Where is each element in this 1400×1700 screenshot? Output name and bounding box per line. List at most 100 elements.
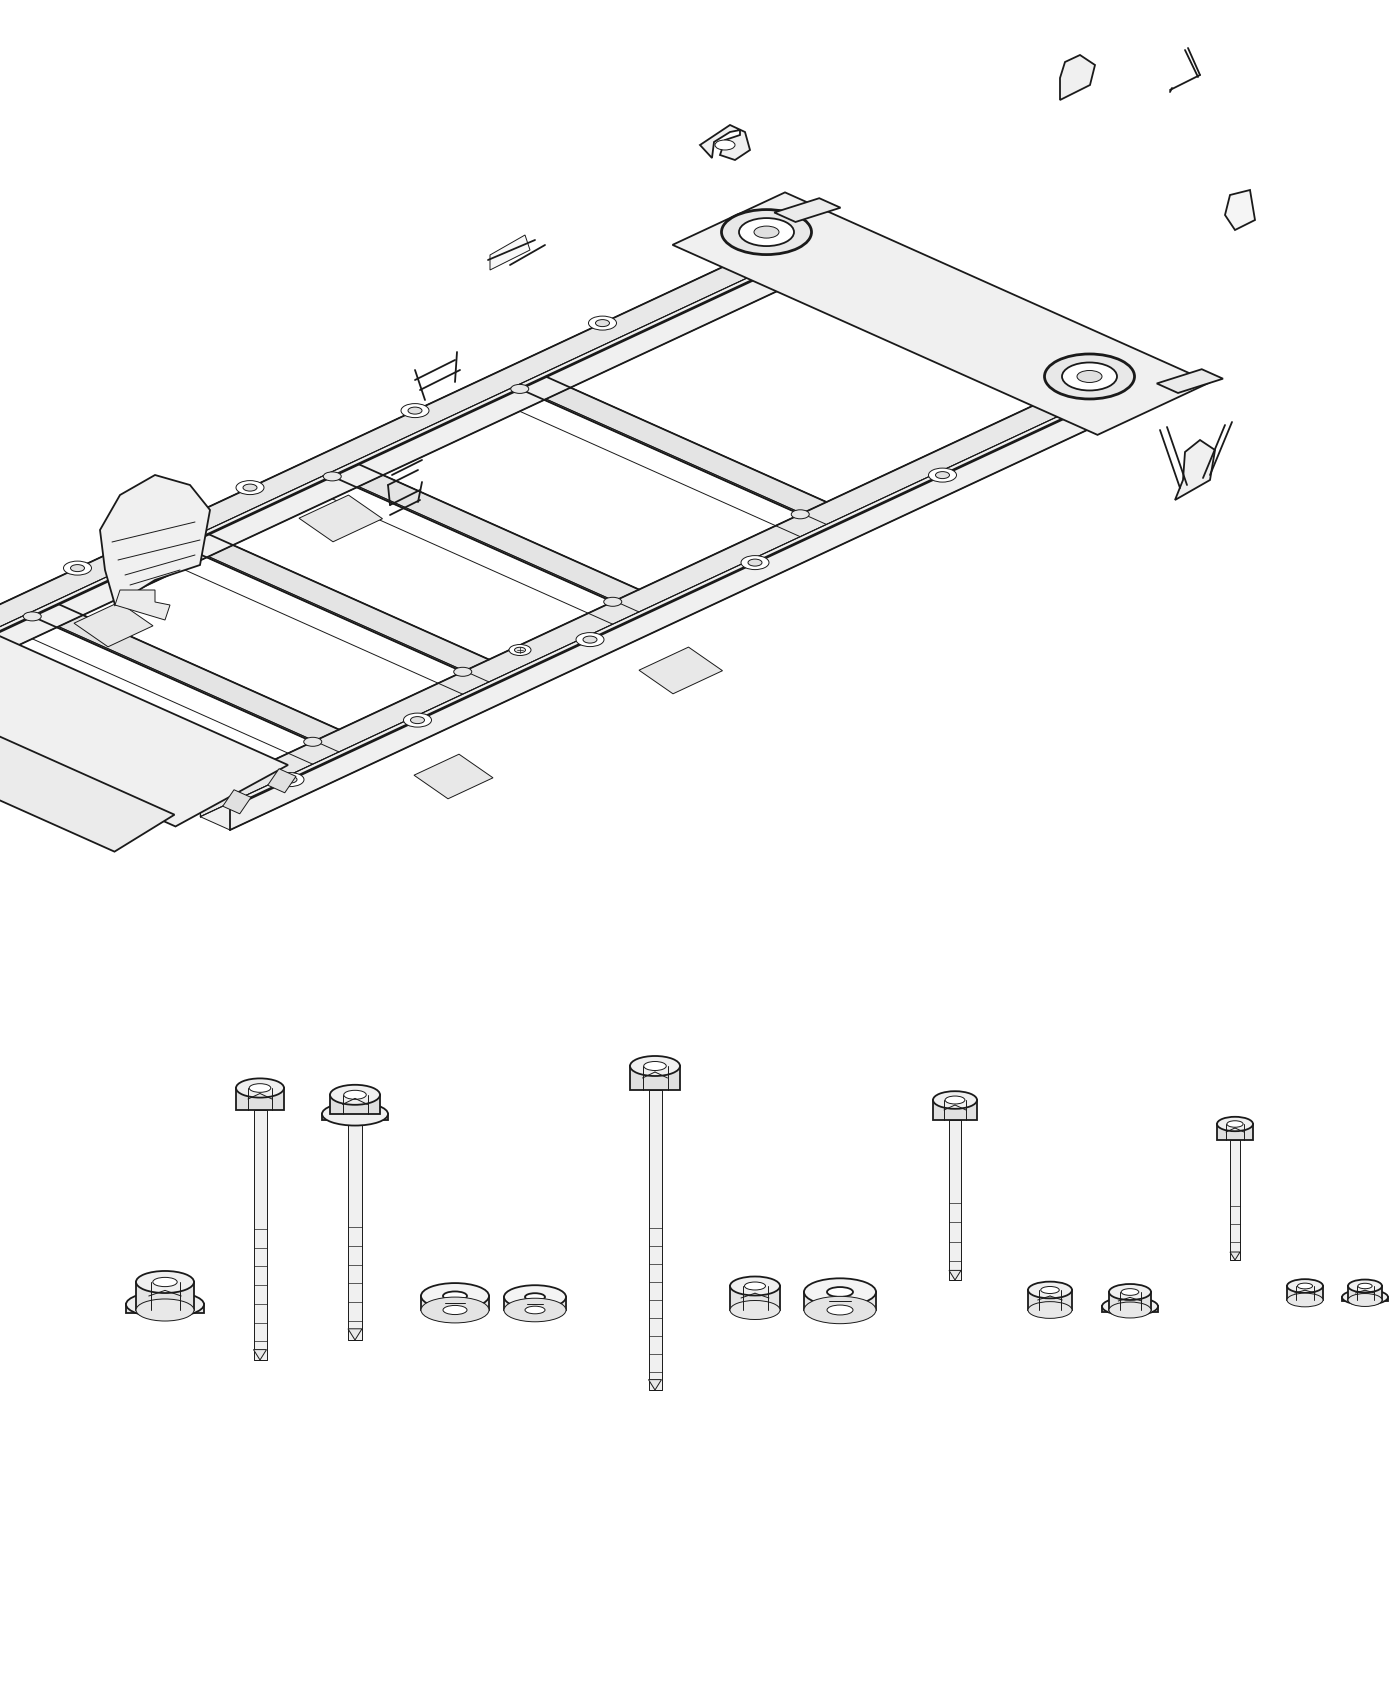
Polygon shape	[630, 1066, 680, 1090]
Polygon shape	[1102, 1306, 1158, 1312]
Polygon shape	[700, 126, 750, 160]
Ellipse shape	[330, 1085, 379, 1105]
Polygon shape	[32, 604, 339, 741]
Ellipse shape	[804, 1297, 876, 1324]
Polygon shape	[1231, 1251, 1240, 1260]
Polygon shape	[300, 495, 382, 542]
Ellipse shape	[935, 471, 949, 479]
Polygon shape	[332, 464, 638, 602]
Ellipse shape	[741, 556, 769, 570]
Ellipse shape	[344, 1090, 367, 1100]
Polygon shape	[519, 377, 826, 515]
Ellipse shape	[748, 559, 762, 566]
Polygon shape	[1231, 1141, 1240, 1260]
Polygon shape	[1225, 190, 1254, 230]
Ellipse shape	[1102, 1297, 1158, 1316]
Ellipse shape	[644, 1061, 666, 1071]
Ellipse shape	[1040, 1287, 1060, 1294]
Ellipse shape	[755, 226, 778, 238]
Polygon shape	[349, 1329, 363, 1340]
Ellipse shape	[575, 632, 603, 646]
Ellipse shape	[70, 564, 84, 571]
Ellipse shape	[1358, 1284, 1372, 1289]
Ellipse shape	[745, 1282, 766, 1290]
Ellipse shape	[1044, 354, 1134, 399]
Ellipse shape	[804, 1278, 876, 1306]
Ellipse shape	[715, 139, 735, 150]
Ellipse shape	[1343, 1290, 1387, 1306]
Ellipse shape	[504, 1285, 566, 1309]
Polygon shape	[648, 1380, 661, 1391]
Ellipse shape	[322, 1103, 388, 1125]
Polygon shape	[126, 1304, 204, 1312]
Ellipse shape	[237, 1078, 284, 1098]
Polygon shape	[638, 648, 722, 694]
Polygon shape	[421, 1295, 489, 1311]
Ellipse shape	[791, 510, 809, 518]
Ellipse shape	[304, 738, 322, 746]
Ellipse shape	[827, 1306, 853, 1314]
Ellipse shape	[136, 1272, 195, 1294]
Ellipse shape	[249, 1083, 270, 1093]
Ellipse shape	[582, 636, 596, 643]
Ellipse shape	[504, 1299, 566, 1323]
Ellipse shape	[237, 481, 265, 495]
Ellipse shape	[442, 1292, 468, 1300]
Ellipse shape	[928, 468, 956, 483]
Polygon shape	[349, 1120, 363, 1340]
Polygon shape	[136, 1282, 195, 1311]
Polygon shape	[223, 790, 251, 814]
Ellipse shape	[454, 668, 472, 677]
Ellipse shape	[1028, 1282, 1072, 1299]
Polygon shape	[330, 1095, 379, 1114]
Polygon shape	[1217, 1124, 1253, 1141]
Ellipse shape	[442, 1306, 468, 1314]
Ellipse shape	[400, 403, 428, 418]
Ellipse shape	[421, 1284, 489, 1309]
Polygon shape	[253, 1350, 266, 1360]
Ellipse shape	[525, 1294, 545, 1300]
Ellipse shape	[525, 1306, 545, 1314]
Polygon shape	[182, 534, 489, 672]
Ellipse shape	[1109, 1302, 1151, 1318]
Ellipse shape	[603, 597, 622, 607]
Polygon shape	[490, 235, 531, 270]
Polygon shape	[546, 377, 826, 525]
Ellipse shape	[1226, 1120, 1243, 1127]
Ellipse shape	[24, 612, 41, 620]
Ellipse shape	[136, 1299, 195, 1321]
Ellipse shape	[588, 316, 616, 330]
Ellipse shape	[515, 648, 525, 653]
Ellipse shape	[945, 1096, 965, 1103]
Polygon shape	[253, 1110, 266, 1360]
Ellipse shape	[630, 1056, 680, 1076]
Polygon shape	[322, 1114, 388, 1120]
Polygon shape	[1060, 54, 1095, 100]
Ellipse shape	[1287, 1278, 1323, 1292]
Ellipse shape	[1077, 371, 1102, 383]
Polygon shape	[672, 192, 1210, 435]
Polygon shape	[1109, 1292, 1151, 1311]
Polygon shape	[1343, 1297, 1387, 1302]
Ellipse shape	[1028, 1302, 1072, 1319]
Ellipse shape	[511, 384, 529, 393]
Polygon shape	[0, 248, 1100, 794]
Ellipse shape	[421, 1297, 489, 1323]
Polygon shape	[504, 1297, 566, 1311]
Polygon shape	[200, 396, 1130, 830]
Ellipse shape	[721, 209, 812, 255]
Polygon shape	[237, 1088, 284, 1110]
Ellipse shape	[827, 1287, 853, 1297]
Polygon shape	[729, 1285, 780, 1311]
Polygon shape	[200, 374, 1100, 816]
Polygon shape	[0, 236, 820, 668]
Ellipse shape	[244, 484, 258, 491]
Polygon shape	[0, 629, 288, 826]
Polygon shape	[1028, 1290, 1072, 1311]
Ellipse shape	[126, 1292, 204, 1318]
Ellipse shape	[1298, 1284, 1313, 1289]
Ellipse shape	[1287, 1294, 1323, 1307]
Ellipse shape	[174, 542, 192, 551]
Ellipse shape	[739, 218, 794, 246]
Polygon shape	[648, 1090, 661, 1391]
